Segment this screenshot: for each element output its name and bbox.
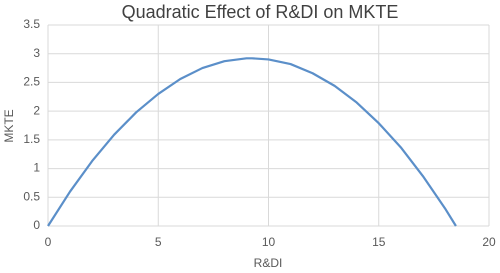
x-tick-label: 20 xyxy=(482,235,496,249)
y-tick-label: 3.5 xyxy=(23,17,40,31)
y-tick-label: 1.5 xyxy=(23,132,40,146)
x-tick-label: 0 xyxy=(45,235,52,249)
data-line xyxy=(47,57,457,227)
y-tick-label: 0.5 xyxy=(23,189,40,203)
y-axis-label: MKTE xyxy=(2,109,16,142)
x-tick-label: 15 xyxy=(372,235,386,249)
y-tick-label: 0 xyxy=(33,218,40,232)
chart-title: Quadratic Effect of R&DI on MKTE xyxy=(122,2,399,22)
y-tick-label: 1 xyxy=(33,161,40,175)
x-tick-label: 5 xyxy=(155,235,162,249)
y-tick-label: 2 xyxy=(33,103,40,117)
y-tick-label: 2.5 xyxy=(23,75,40,89)
x-tick-label: 10 xyxy=(262,235,276,249)
x-axis-label: R&DI xyxy=(254,256,283,270)
y-tick-label: 3 xyxy=(33,46,40,60)
